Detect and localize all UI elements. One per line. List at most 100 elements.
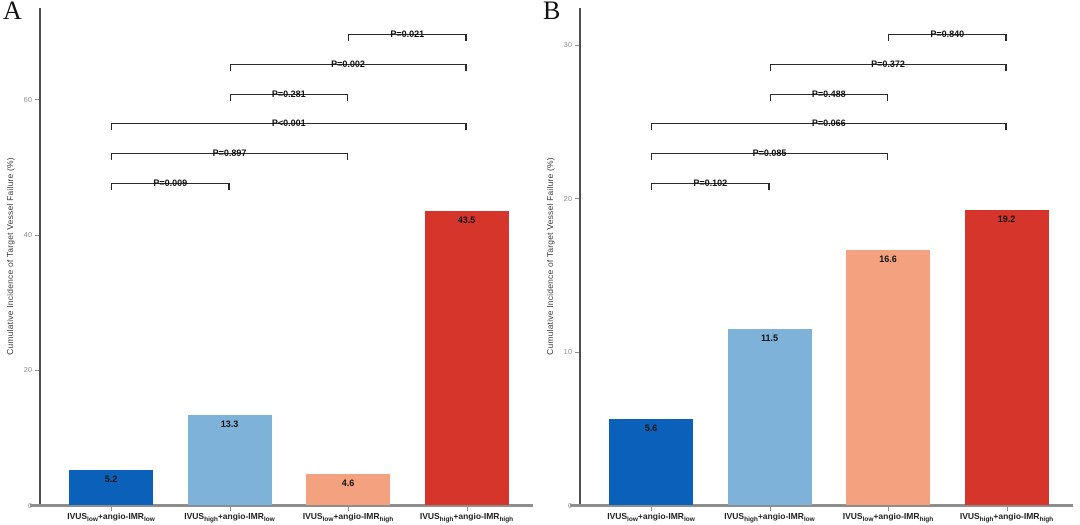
bar-value-label: 5.6 [644, 423, 658, 434]
y-tick-mark [35, 369, 39, 371]
y-tick-label: 10 [563, 347, 572, 357]
comparison-bracket: P<0.001 [111, 118, 467, 131]
y-tick-label: 20 [563, 193, 572, 203]
bar [846, 250, 930, 505]
x-tick-mark [348, 506, 350, 511]
comparison-bracket: P=0.281 [229, 89, 348, 102]
p-value-label: P=0.085 [752, 148, 787, 159]
comparison-bracket: P=0.102 [651, 178, 770, 191]
x-axis-line [30, 504, 533, 507]
p-value-label: P<0.001 [271, 118, 306, 129]
x-tick-mark [651, 506, 653, 511]
y-tick-mark [575, 351, 579, 353]
y-tick-label: 30 [563, 40, 572, 50]
y-tick-label: 20 [23, 365, 32, 375]
bar-value-label: 43.5 [457, 214, 476, 225]
y-tick-mark [35, 99, 39, 101]
x-category-label: IVUSlow+angio-IMRhigh [302, 511, 394, 523]
comparison-bracket: P=0.002 [229, 59, 467, 72]
bracket-end-right [768, 183, 770, 190]
bracket-end-right [228, 183, 230, 190]
bracket-end-right [1005, 34, 1007, 41]
y-tick-mark [575, 505, 579, 506]
x-category-label: IVUSlow+angio-IMRhigh [842, 511, 934, 523]
y-tick-label: 0 [27, 500, 32, 510]
bracket-end-left [769, 93, 771, 101]
bracket-end-right [1005, 123, 1007, 131]
bar [69, 469, 153, 505]
bar [306, 473, 390, 505]
comparison-bracket: P=0.066 [651, 118, 1007, 131]
y-axis-line [579, 8, 581, 507]
p-value-label: P=0.372 [871, 58, 905, 69]
bracket-end-right [465, 123, 467, 131]
comparison-bracket: P=0.840 [888, 29, 1007, 42]
p-value-label: P=0.009 [153, 178, 188, 188]
bracket-end-left [651, 153, 653, 161]
bar-value-label: 5.2 [104, 473, 118, 484]
bracket-end-left [888, 34, 890, 41]
y-tick-mark [35, 505, 39, 506]
x-tick-mark [888, 506, 890, 511]
bar [727, 328, 812, 505]
bracket-end-right [1005, 63, 1007, 71]
bar-value-label: 13.3 [220, 419, 239, 430]
bar [187, 415, 272, 505]
bar-value-label: 11.5 [760, 332, 779, 343]
y-axis-title: Cumulative Incidence of Target Vessel Fa… [5, 157, 15, 355]
comparison-bracket: P=0.488 [769, 89, 888, 102]
x-tick-mark [229, 506, 231, 511]
bar [609, 419, 693, 505]
x-axis-line [570, 504, 1073, 507]
panel-letter: B [543, 0, 561, 25]
bar-value-label: 19.2 [997, 214, 1016, 225]
comparison-bracket: P=0.897 [111, 148, 348, 161]
p-value-label: P=0.840 [930, 29, 965, 39]
bracket-end-left [229, 63, 231, 71]
p-value-label: P=0.066 [811, 118, 846, 129]
bar [424, 210, 509, 505]
x-tick-mark [111, 506, 113, 511]
x-tick-mark [1006, 506, 1008, 511]
p-value-label: P=0.102 [693, 178, 728, 188]
bracket-end-left [111, 183, 113, 190]
x-category-label: IVUShigh+angio-IMRhigh [959, 511, 1054, 523]
bar [964, 210, 1049, 505]
p-value-label: P=0.488 [811, 88, 846, 99]
x-category-label: IVUShigh+angio-IMRlow [184, 511, 275, 523]
y-tick-mark [35, 234, 39, 236]
x-category-label: IVUShigh+angio-IMRlow [724, 511, 815, 523]
panel-a: A Cumulative Incidence of Target Vessel F… [3, 0, 533, 523]
comparison-bracket: P=0.085 [651, 148, 888, 161]
y-axis-title: Cumulative Incidence of Target Vessel Fa… [545, 157, 555, 355]
p-value-label: P=0.281 [271, 88, 306, 99]
panel-b: B Cumulative Incidence of Target Vessel F… [540, 0, 1080, 525]
bracket-end-right [886, 153, 888, 161]
bracket-end-left [769, 63, 771, 71]
x-tick-mark [769, 506, 771, 511]
y-tick-mark [575, 44, 579, 46]
bracket-end-right [886, 93, 888, 101]
y-tick-label: 60 [23, 94, 32, 104]
y-tick-mark [575, 198, 579, 200]
bracket-end-right [465, 34, 467, 41]
panel-letter: A [3, 0, 22, 25]
comparison-bracket: P=0.372 [769, 59, 1007, 72]
bracket-end-right [346, 93, 348, 101]
comparison-bracket: P=0.009 [111, 178, 230, 191]
x-category-label: IVUShigh+angio-IMRhigh [419, 511, 514, 523]
x-tick-mark [466, 506, 468, 511]
y-tick-label: 0 [567, 500, 572, 510]
y-axis-line [39, 8, 41, 507]
bracket-end-right [465, 63, 467, 71]
bar-value-label: 4.6 [341, 477, 355, 488]
bracket-end-left [111, 123, 113, 131]
comparison-bracket: P=0.021 [348, 29, 467, 42]
bar-value-label: 16.6 [879, 254, 897, 265]
bracket-end-left [348, 34, 350, 41]
x-category-label: IVUSlow+angio-IMRlow [67, 511, 155, 523]
bracket-end-right [346, 153, 348, 161]
p-value-label: P=0.002 [331, 58, 365, 69]
y-tick-label: 40 [23, 230, 32, 240]
